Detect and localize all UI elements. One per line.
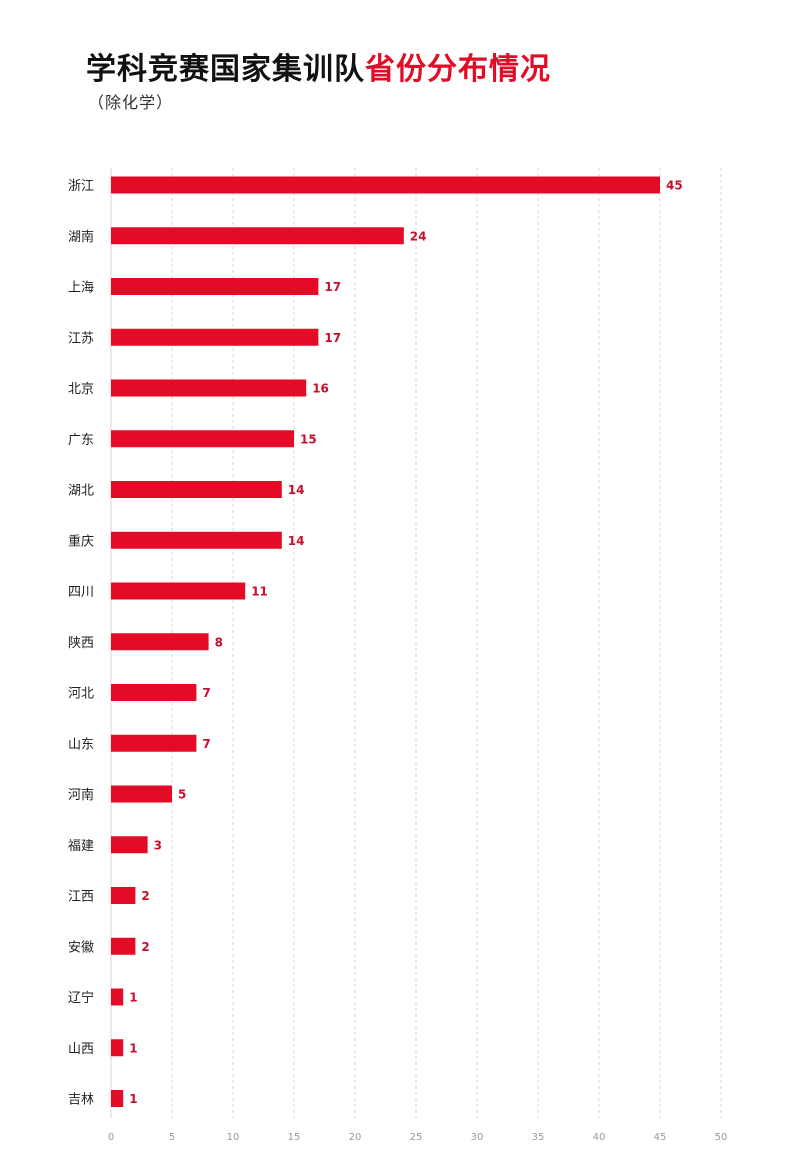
value-label: 24 [410,229,427,243]
x-tick-label: 20 [349,1132,362,1143]
category-label: 山东 [68,737,94,752]
category-label: 湖北 [68,484,94,499]
bar-5 [111,430,294,448]
bar-8 [111,582,246,600]
value-label: 2 [141,889,149,903]
bar-16 [111,988,124,1006]
bar-13 [111,836,148,854]
bar-14 [111,887,136,904]
x-tick-label: 30 [471,1132,484,1143]
value-label: 8 [215,635,223,649]
category-label: 湖南 [68,229,94,245]
bar-12 [111,785,172,803]
value-label: 15 [300,432,317,446]
category-label: 陕西 [68,636,94,651]
bar-4 [111,379,307,397]
value-label: 1 [129,1041,137,1055]
category-label: 辽宁 [68,990,94,1006]
category-label: 上海 [68,281,94,296]
chart-title-main: 学科竞赛国家集训队 [86,52,365,87]
bar-10 [111,684,197,701]
chart-subtitle: （除化学） [88,93,174,112]
bar-7 [111,531,282,549]
x-tick-label: 35 [532,1132,545,1143]
category-label: 河北 [68,687,94,702]
value-label: 7 [202,737,210,751]
category-label: 河南 [68,787,94,803]
x-tick-label: 25 [410,1132,423,1143]
value-label: 3 [154,838,162,852]
value-label: 5 [178,788,186,802]
value-label: 2 [141,940,149,954]
value-label: 17 [324,280,341,294]
value-label: 1 [129,1092,137,1106]
x-tick-label: 10 [227,1132,240,1143]
bar-11 [111,734,197,752]
bar-15 [111,937,136,955]
category-label: 广东 [68,433,94,448]
x-tick-label: 0 [108,1132,114,1143]
bar-1 [111,227,404,245]
category-label: 福建 [68,839,94,854]
chart-title: 学科竞赛国家集训队省份分布情况 [86,44,551,88]
bar-17 [111,1039,124,1057]
value-label: 45 [666,179,683,193]
category-label: 江西 [68,890,94,905]
bar-9 [111,633,209,651]
bar-0 [111,176,660,194]
chart-title-highlight: 省份分布情况 [365,52,551,87]
value-label: 14 [288,534,305,548]
bar-2 [111,278,319,295]
value-label: 11 [251,585,268,599]
x-tick-label: 5 [169,1132,175,1143]
category-label: 江苏 [68,330,94,346]
value-label: 7 [202,686,210,700]
x-tick-label: 50 [715,1132,728,1143]
bar-18 [111,1090,124,1107]
x-tick-label: 45 [654,1132,667,1143]
category-label: 安徽 [68,940,94,955]
value-label: 17 [324,331,341,345]
bar-6 [111,481,282,498]
bar-3 [111,328,319,346]
category-label: 北京 [68,382,94,397]
x-tick-label: 40 [593,1132,606,1143]
category-label: 山西 [68,1042,94,1057]
value-label: 1 [129,991,137,1005]
x-tick-label: 15 [288,1132,301,1143]
value-label: 16 [312,382,329,396]
value-label: 14 [288,483,305,497]
category-label: 四川 [68,585,94,600]
category-label: 浙江 [68,179,94,194]
category-label: 吉林 [68,1093,94,1108]
category-label: 重庆 [68,533,94,549]
